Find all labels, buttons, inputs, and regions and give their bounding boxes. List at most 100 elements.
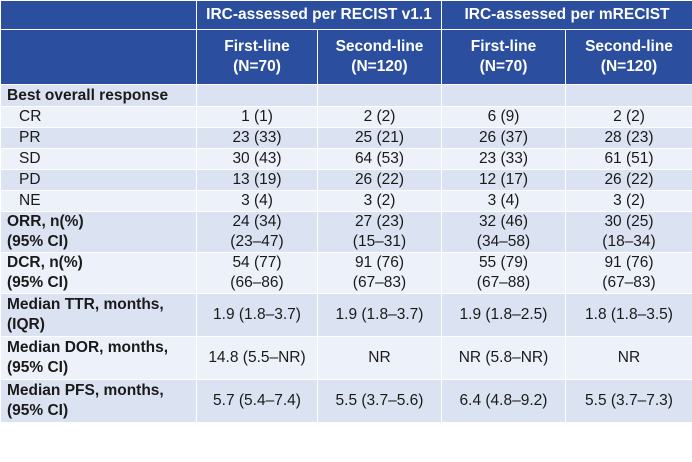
header-group-recist: IRC-assessed per RECIST v1.1: [196, 0, 442, 30]
header-label: Second-line: [585, 38, 673, 55]
value: 54 (77): [232, 254, 282, 271]
cell: 25 (21): [317, 127, 442, 149]
row-label: ORR, n(%) (95% CI): [0, 211, 197, 253]
ci: (34–58): [476, 233, 531, 250]
cell: 55 (79) (67–88): [441, 252, 566, 294]
row-ne: NE 3 (4) 3 (2) 3 (4) 3 (2): [0, 190, 692, 212]
row-label: Median DOR, months, (95% CI): [0, 336, 197, 380]
cell: 6 (9): [441, 106, 566, 128]
row-median-ttr: Median TTR, months, (IQR) 1.9 (1.8–3.7) 1…: [0, 293, 692, 337]
ci: (23–47): [230, 233, 284, 250]
cell: 12 (17): [441, 169, 566, 191]
row-pr: PR 23 (33) 25 (21) 26 (37) 28 (23): [0, 127, 692, 149]
header-n: (N=70): [233, 58, 281, 75]
header-n: (N=120): [351, 58, 408, 75]
header-col-recist-second-line: Second-line (N=120): [317, 29, 442, 85]
row-median-pfs: Median PFS, months, (95% CI) 5.7 (5.4–7.4…: [0, 379, 692, 423]
cell: 2 (2): [565, 106, 692, 128]
header-col-mrecist-second-line: Second-line (N=120): [565, 29, 692, 85]
cell: 3 (2): [565, 190, 692, 212]
cell: 24 (34) (23–47): [196, 211, 318, 253]
ci: (67–88): [476, 274, 531, 291]
label-line: (95% CI): [7, 402, 69, 419]
cell: 5.5 (3.7–5.6): [317, 379, 442, 423]
cell: [196, 84, 318, 107]
cell: 30 (25) (18–34): [565, 211, 692, 253]
row-label: DCR, n(%) (95% CI): [0, 252, 197, 294]
cell: 30 (43): [196, 148, 318, 170]
row-label: Median TTR, months, (IQR): [0, 293, 197, 337]
header-label: First-line: [470, 38, 537, 55]
ci: (18–34): [602, 233, 656, 250]
header-row-columns: First-line (N=70) Second-line (N=120) Firs…: [0, 29, 692, 85]
cell: 91 (76) (67–83): [565, 252, 692, 294]
label-line: ORR, n(%): [7, 213, 84, 230]
cell: 54 (77) (66–86): [196, 252, 318, 294]
cell: 1.9 (1.8–2.5): [441, 293, 566, 337]
header-group-mrecist: IRC-assessed per mRECIST: [441, 0, 692, 30]
row-label: PD: [0, 169, 197, 191]
ci: (67–83): [602, 274, 656, 291]
cell: 64 (53): [317, 148, 442, 170]
value: 30 (25): [604, 213, 654, 230]
header-col-recist-first-line: First-line (N=70): [196, 29, 318, 85]
header-corner-2: [0, 29, 197, 85]
header-label: First-line: [224, 38, 290, 55]
label-line: (95% CI): [7, 274, 69, 291]
header-n: (N=120): [600, 58, 658, 75]
cell: 13 (19): [196, 169, 318, 191]
cell: 6.4 (4.8–9.2): [441, 379, 566, 423]
label-line: (IQR): [7, 316, 45, 333]
value: 32 (46): [478, 213, 529, 230]
value: 24 (34): [232, 213, 282, 230]
cell: 3 (4): [196, 190, 318, 212]
value: 91 (76): [604, 254, 654, 271]
label-line: Median DOR, months,: [7, 339, 169, 356]
label-line: Median TTR, months,: [7, 296, 164, 313]
cell: 1.9 (1.8–3.7): [317, 293, 442, 337]
row-best-overall-response: Best overall response: [0, 84, 692, 107]
cell: 61 (51): [565, 148, 692, 170]
label-line: Median PFS, months,: [7, 382, 164, 399]
cell: NR (5.8–NR): [441, 336, 566, 380]
cell: 14.8 (5.5–NR): [196, 336, 318, 380]
label-line: (95% CI): [7, 359, 69, 376]
header-col-mrecist-first-line: First-line (N=70): [441, 29, 566, 85]
ci: (67–83): [352, 274, 407, 291]
cell: [565, 84, 692, 107]
results-table: IRC-assessed per RECIST v1.1 IRC-assesse…: [0, 0, 692, 423]
cell: 3 (2): [317, 190, 442, 212]
row-label: SD: [0, 148, 197, 170]
cell: 2 (2): [317, 106, 442, 128]
cell: NR: [317, 336, 442, 380]
cell: 28 (23): [565, 127, 692, 149]
cell: 5.7 (5.4–7.4): [196, 379, 318, 423]
cell: 23 (33): [196, 127, 318, 149]
row-pd: PD 13 (19) 26 (22) 12 (17) 26 (22): [0, 169, 692, 191]
cell: 26 (22): [317, 169, 442, 191]
label-line: DCR, n(%): [7, 254, 83, 271]
row-label: CR: [0, 106, 197, 128]
row-label: Median PFS, months, (95% CI): [0, 379, 197, 423]
row-label: PR: [0, 127, 197, 149]
header-label: Second-line: [335, 38, 424, 55]
value: 27 (23): [354, 213, 405, 230]
header-row-groups: IRC-assessed per RECIST v1.1 IRC-assesse…: [0, 0, 692, 30]
row-orr: ORR, n(%) (95% CI) 24 (34) (23–47) 27 (23)…: [0, 211, 692, 253]
cell: 1.8 (1.8–3.5): [565, 293, 692, 337]
cell: 23 (33): [441, 148, 566, 170]
cell: 27 (23) (15–31): [317, 211, 442, 253]
value: 91 (76): [354, 254, 405, 271]
ci: (66–86): [230, 274, 284, 291]
row-median-dor: Median DOR, months, (95% CI) 14.8 (5.5–NR…: [0, 336, 692, 380]
cell: 26 (37): [441, 127, 566, 149]
label-line: (95% CI): [7, 233, 69, 250]
row-dcr: DCR, n(%) (95% CI) 54 (77) (66–86) 91 (76)…: [0, 252, 692, 294]
header-n: (N=70): [479, 58, 528, 75]
cell: [441, 84, 566, 107]
cell: 26 (22): [565, 169, 692, 191]
row-label: Best overall response: [0, 84, 197, 107]
row-label: NE: [0, 190, 197, 212]
value: 55 (79): [478, 254, 529, 271]
cell: NR: [565, 336, 692, 380]
